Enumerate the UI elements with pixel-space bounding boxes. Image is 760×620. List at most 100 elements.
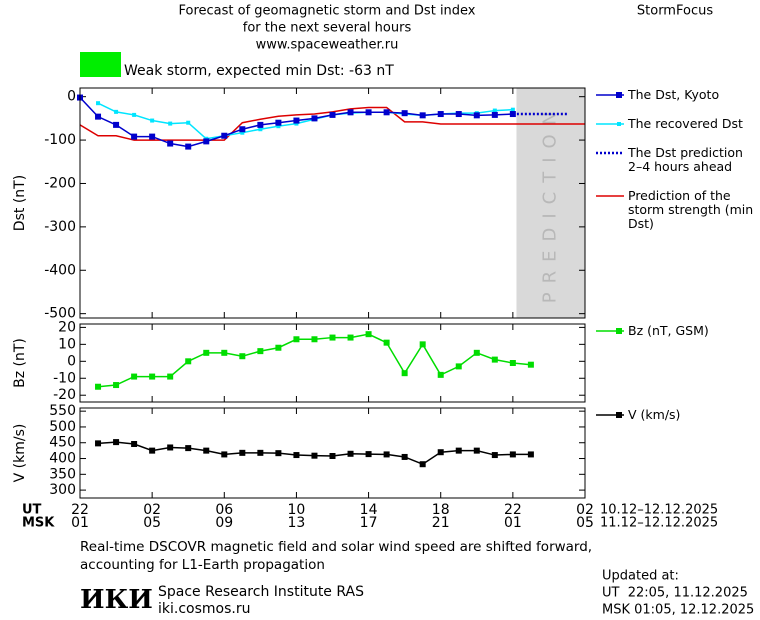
plot-frame bbox=[79, 323, 586, 403]
marker bbox=[437, 111, 444, 118]
marker bbox=[221, 451, 228, 458]
marker bbox=[455, 447, 462, 454]
marker bbox=[221, 132, 228, 139]
marker bbox=[185, 358, 192, 365]
prediction-region bbox=[516, 88, 585, 318]
y-tick-label: -300 bbox=[44, 219, 76, 235]
marker bbox=[455, 363, 462, 370]
marker bbox=[437, 449, 444, 456]
x-tick-label: 10 bbox=[288, 502, 306, 518]
logo: ИКИ bbox=[80, 585, 153, 615]
marker bbox=[329, 111, 336, 118]
marker bbox=[365, 109, 372, 116]
marker bbox=[257, 348, 264, 355]
title-line: for the next several hours bbox=[243, 21, 412, 36]
brand: StormFocus bbox=[637, 4, 713, 19]
legend-entry: Bz (nT, GSM) bbox=[594, 324, 760, 338]
marker bbox=[95, 383, 102, 390]
marker bbox=[185, 445, 192, 452]
marker bbox=[311, 336, 318, 343]
marker bbox=[167, 444, 174, 451]
marker bbox=[149, 447, 156, 454]
marker bbox=[168, 121, 173, 126]
y-tick-label: 20 bbox=[58, 319, 76, 335]
x-tick-label: 05 bbox=[143, 515, 161, 531]
url: iki.cosmos.ru bbox=[158, 601, 250, 617]
marker bbox=[257, 121, 264, 128]
marker bbox=[347, 334, 354, 341]
legend-swatch bbox=[596, 195, 624, 197]
title-line: Forecast of geomagnetic storm and Dst in… bbox=[178, 4, 475, 19]
legend-label: The Dst, Kyoto bbox=[628, 87, 720, 102]
note: Real-time DSCOVR magnetic field and sola… bbox=[80, 539, 593, 573]
marker bbox=[275, 450, 282, 457]
legend-entry: V (km/s) bbox=[594, 408, 760, 422]
plot-area bbox=[80, 88, 585, 318]
marker bbox=[150, 118, 155, 123]
y-tick-label: 0 bbox=[67, 353, 76, 369]
y-tick-label: 0 bbox=[67, 89, 76, 105]
status-swatch bbox=[80, 52, 121, 77]
institute: Space Research Institute RAS bbox=[158, 584, 364, 600]
marker bbox=[167, 373, 174, 380]
y-tick-label: -10 bbox=[53, 370, 76, 386]
marker bbox=[365, 331, 372, 338]
marker bbox=[473, 112, 480, 119]
marker bbox=[167, 140, 174, 147]
legend: The Dst, Kyoto The recovered Dst The Dst p… bbox=[594, 88, 760, 246]
marker bbox=[473, 447, 480, 454]
marker bbox=[185, 143, 192, 150]
x-axis-label: MSK bbox=[22, 516, 55, 531]
y-tick-label: -400 bbox=[44, 262, 76, 278]
marker bbox=[311, 115, 318, 122]
x-tick-label: 21 bbox=[432, 515, 450, 531]
legend-label: The recovered Dst bbox=[628, 116, 743, 131]
marker bbox=[240, 130, 245, 135]
marker bbox=[616, 412, 622, 418]
x-tick-label: 14 bbox=[360, 502, 378, 518]
x-tick-label: 17 bbox=[360, 515, 378, 531]
marker bbox=[239, 449, 246, 456]
y-tick-label: -100 bbox=[44, 132, 76, 148]
x-tick-label: 01 bbox=[71, 515, 89, 531]
plot-frame bbox=[79, 407, 586, 499]
marker bbox=[257, 449, 264, 456]
legend-label: Prediction of the storm strength (min Ds… bbox=[628, 188, 754, 231]
x-tick-label: 22 bbox=[71, 502, 89, 518]
marker bbox=[293, 452, 300, 459]
marker bbox=[383, 109, 390, 116]
x-tick-label: 02 bbox=[143, 502, 161, 518]
prediction-label: PREDICTION bbox=[540, 103, 561, 303]
marker bbox=[114, 109, 119, 114]
legend-entry: The Dst prediction 2–4 hours ahead bbox=[594, 146, 760, 174]
marker bbox=[239, 126, 246, 133]
marker bbox=[95, 440, 102, 447]
y-axis-label: Dst (nT) bbox=[12, 175, 28, 231]
marker bbox=[491, 452, 498, 459]
marker bbox=[258, 127, 263, 132]
x-tick-label: 05 bbox=[576, 515, 594, 531]
marker bbox=[491, 111, 498, 118]
marker bbox=[419, 341, 426, 348]
legend-swatch bbox=[596, 92, 624, 98]
marker bbox=[491, 356, 498, 363]
marker bbox=[383, 339, 390, 346]
y-axis-label: V (km/s) bbox=[12, 424, 28, 483]
marker bbox=[132, 112, 137, 117]
marker bbox=[419, 112, 426, 119]
marker bbox=[455, 111, 462, 118]
x-tick-label: 01 bbox=[504, 515, 522, 531]
legend-entry: Prediction of the storm strength (min Ds… bbox=[594, 189, 760, 231]
updated: Updated at: bbox=[602, 569, 679, 584]
legend-label: Bz (nT, GSM) bbox=[628, 323, 709, 338]
marker bbox=[113, 382, 120, 389]
marker bbox=[311, 452, 318, 459]
marker bbox=[509, 451, 516, 458]
x-axis-label: UT bbox=[22, 503, 42, 518]
marker bbox=[473, 349, 480, 356]
marker bbox=[401, 453, 408, 460]
x-tick-label: 13 bbox=[288, 515, 306, 531]
title-line: www.spaceweather.ru bbox=[256, 38, 399, 53]
y-tick-label: -200 bbox=[44, 175, 76, 191]
